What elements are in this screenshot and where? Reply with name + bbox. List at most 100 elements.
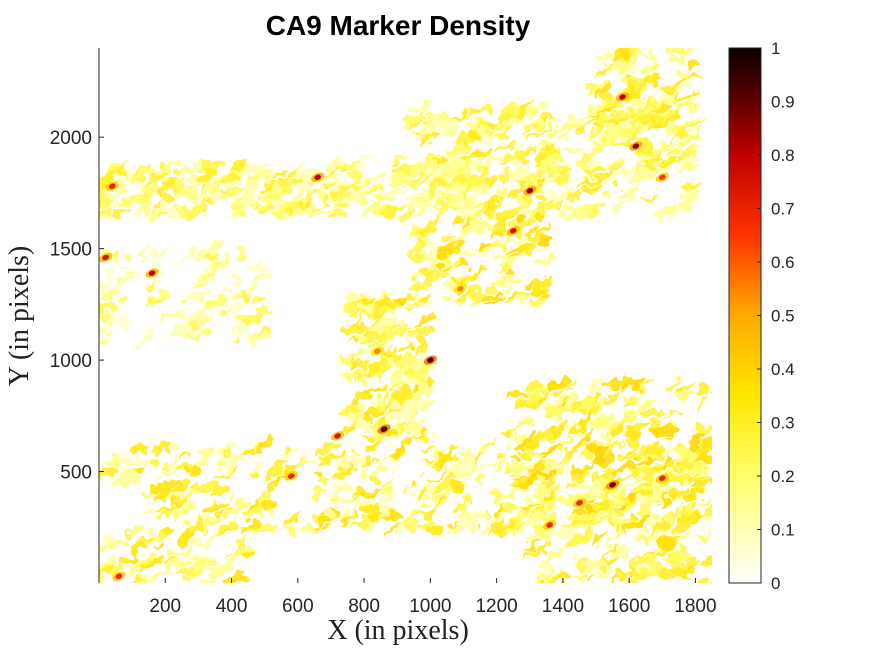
density-blob <box>582 487 593 494</box>
colorbar-tick-label: 0.6 <box>771 253 795 272</box>
density-blob <box>459 248 478 256</box>
density-blob <box>624 500 634 509</box>
density-blob <box>583 199 604 217</box>
density-blob <box>191 482 221 493</box>
density-blob <box>267 509 275 515</box>
density-blob <box>370 361 391 378</box>
density-blob <box>362 503 380 515</box>
density-blob <box>124 529 133 538</box>
density-blob <box>273 206 288 218</box>
density-blob <box>139 201 149 208</box>
density-blob <box>111 280 126 288</box>
density-blob <box>534 526 546 536</box>
density-blob <box>601 92 613 103</box>
density-blob <box>621 377 648 391</box>
density-blob <box>598 126 619 143</box>
density-blob <box>104 458 123 467</box>
density-blob <box>438 239 465 255</box>
density-blob <box>143 508 158 517</box>
density-blob <box>450 199 471 206</box>
density-blob <box>340 347 365 365</box>
x-tick-label: 400 <box>216 596 248 617</box>
density-blob <box>159 160 181 170</box>
hotspot-mark <box>148 270 156 276</box>
density-blob <box>99 338 111 346</box>
density-blob <box>401 485 411 493</box>
hotspot-mark <box>456 286 464 292</box>
density-blob <box>699 533 708 542</box>
y-tick-label: 2000 <box>50 128 92 149</box>
density-blob <box>638 77 646 86</box>
density-blob <box>362 440 384 450</box>
density-blob <box>677 386 683 393</box>
density-blob <box>637 488 652 496</box>
density-blob <box>694 398 709 411</box>
density-blob <box>202 569 225 583</box>
density-blob <box>574 571 588 580</box>
density-blob <box>585 166 606 176</box>
density-blob <box>593 567 615 579</box>
hotspot-mark <box>632 143 640 149</box>
density-blob <box>477 243 494 253</box>
density-blob <box>657 566 684 579</box>
density-blob <box>621 112 646 135</box>
density-blob <box>605 61 614 69</box>
density-blob <box>406 397 431 417</box>
density-blob <box>565 393 578 404</box>
density-blob <box>185 491 201 504</box>
density-blob <box>462 153 480 163</box>
density-blob <box>252 444 261 453</box>
density-blob <box>464 222 493 235</box>
density-blob <box>521 382 543 391</box>
density-blob <box>570 395 595 413</box>
density-blob <box>496 123 513 140</box>
density-blob <box>602 442 627 458</box>
density-blob <box>559 522 591 530</box>
density-blob <box>510 477 527 488</box>
density-blob <box>424 510 438 521</box>
density-blob <box>649 485 672 507</box>
density-blob <box>350 309 364 316</box>
density-blob <box>565 190 578 201</box>
density-blob <box>398 388 411 398</box>
density-blob <box>590 444 610 463</box>
density-blob <box>333 495 357 508</box>
density-blob <box>542 142 555 152</box>
density-blob <box>540 172 562 187</box>
density-blob <box>230 160 249 172</box>
density-blob <box>295 162 305 173</box>
density-blob <box>481 525 491 534</box>
density-blob <box>189 248 200 257</box>
density-blob <box>651 418 660 428</box>
density-blob <box>237 331 246 339</box>
x-tick-label: 1400 <box>542 596 584 617</box>
density-blob <box>504 268 513 275</box>
density-blob <box>559 433 573 446</box>
x-tick-label: 200 <box>149 596 181 617</box>
density-blob <box>247 307 271 321</box>
density-blob <box>601 419 612 428</box>
density-blob <box>566 387 574 393</box>
density-blob <box>517 430 538 454</box>
hotspot-mark <box>373 348 381 354</box>
density-blob <box>676 158 683 164</box>
density-blob <box>455 202 485 216</box>
density-blob <box>458 511 470 520</box>
hotspot-mark <box>108 183 116 189</box>
density-blob <box>410 226 422 239</box>
y-tick-label: 1500 <box>50 240 92 261</box>
density-blob <box>418 242 426 250</box>
density-blob <box>350 152 372 172</box>
density-blob <box>316 185 325 192</box>
density-blob <box>365 308 377 315</box>
density-blob <box>105 330 114 336</box>
density-blob <box>418 236 431 242</box>
density-blob <box>119 265 139 273</box>
density-blob <box>415 200 431 215</box>
density-blob <box>232 196 239 202</box>
density-blob <box>605 387 624 408</box>
density-blob <box>393 354 404 364</box>
density-blob <box>246 277 263 295</box>
density-blob <box>328 171 341 182</box>
density-blob <box>626 166 650 186</box>
